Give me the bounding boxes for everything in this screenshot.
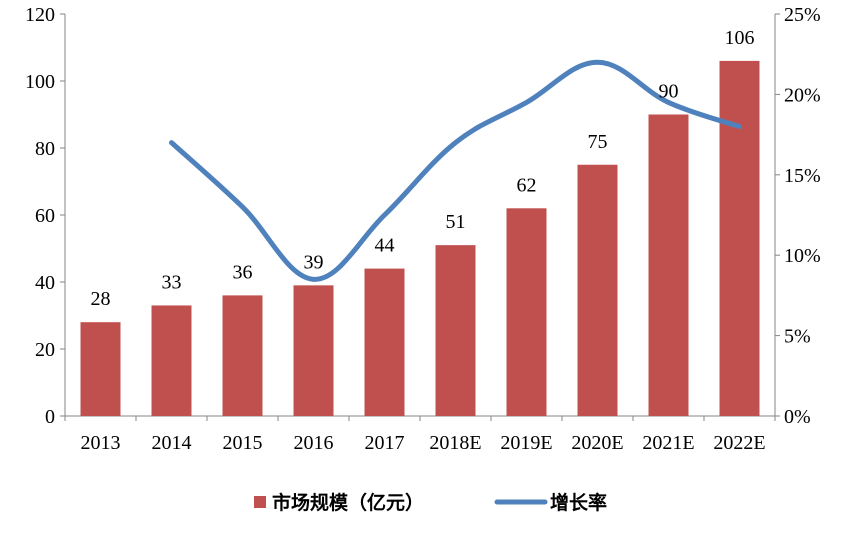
- bar-data-label: 44: [375, 235, 395, 257]
- bar: [719, 60, 760, 417]
- x-tick-label: 2020E: [571, 432, 623, 454]
- x-tick-label: 2013: [81, 432, 121, 454]
- y-left-tick-label: 60: [35, 205, 55, 227]
- bar: [577, 164, 618, 416]
- x-tick-label: 2015: [223, 432, 263, 454]
- bar: [151, 305, 192, 416]
- line-series: [169, 59, 742, 282]
- x-tick-label: 2021E: [642, 432, 694, 454]
- y-right-tick-label: 5%: [784, 326, 811, 348]
- y-left-tick-label: 0: [45, 406, 55, 428]
- y-left-tick-label: 100: [25, 71, 55, 93]
- bar: [648, 114, 689, 416]
- bar-data-label: 33: [162, 271, 182, 293]
- axes: 0 20 40 60 80 100 120 0% 5% 10% 15% 20% 25% 2013 2014 2…: [25, 4, 821, 454]
- x-tick-label: 2022E: [713, 432, 765, 454]
- y-right-tick-label: 0%: [784, 406, 811, 428]
- legend-bar-label: 市场规模（亿元）: [272, 491, 424, 514]
- y-right-tick-label: 25%: [784, 4, 821, 26]
- bar: [293, 285, 334, 416]
- x-tick-label: 2017: [365, 432, 405, 454]
- legend-line-label: 增长率: [550, 491, 607, 514]
- bar-data-label: 106: [725, 27, 755, 49]
- bar-data-label: 51: [446, 211, 466, 233]
- bar: [506, 208, 547, 416]
- x-tick-label: 2016: [294, 432, 334, 454]
- y-right-tick-label: 10%: [784, 245, 821, 267]
- bar-data-labels: 28 33 36 39 44 51 62 75 90 106: [91, 27, 755, 310]
- bar-data-label: 75: [588, 131, 608, 153]
- y-left-tick-label: 80: [35, 138, 55, 160]
- y-right-tick-label: 20%: [784, 84, 821, 106]
- x-tick-label: 2014: [152, 432, 192, 454]
- y-left-tick-label: 40: [35, 272, 55, 294]
- y-left-tick-label: 120: [25, 4, 55, 26]
- y-right-tick-label: 15%: [784, 165, 821, 187]
- x-tick-label: 2018E: [429, 432, 481, 454]
- bar-series: [80, 60, 760, 417]
- growth-rate-line: [169, 59, 742, 282]
- bar: [435, 245, 476, 416]
- legend-bar-swatch: [254, 496, 266, 508]
- bar-data-label: 62: [517, 174, 537, 196]
- bar-data-label: 39: [304, 251, 324, 273]
- legend: 市场规模（亿元） 增长率: [254, 491, 607, 514]
- bar: [222, 295, 263, 416]
- x-tick-label: 2019E: [500, 432, 552, 454]
- bar-data-label: 28: [91, 288, 111, 310]
- bar-data-label: 36: [233, 261, 253, 283]
- bar-data-label: 90: [659, 81, 679, 103]
- y-left-tick-label: 20: [35, 339, 55, 361]
- bar: [80, 322, 121, 416]
- bar: [364, 268, 405, 416]
